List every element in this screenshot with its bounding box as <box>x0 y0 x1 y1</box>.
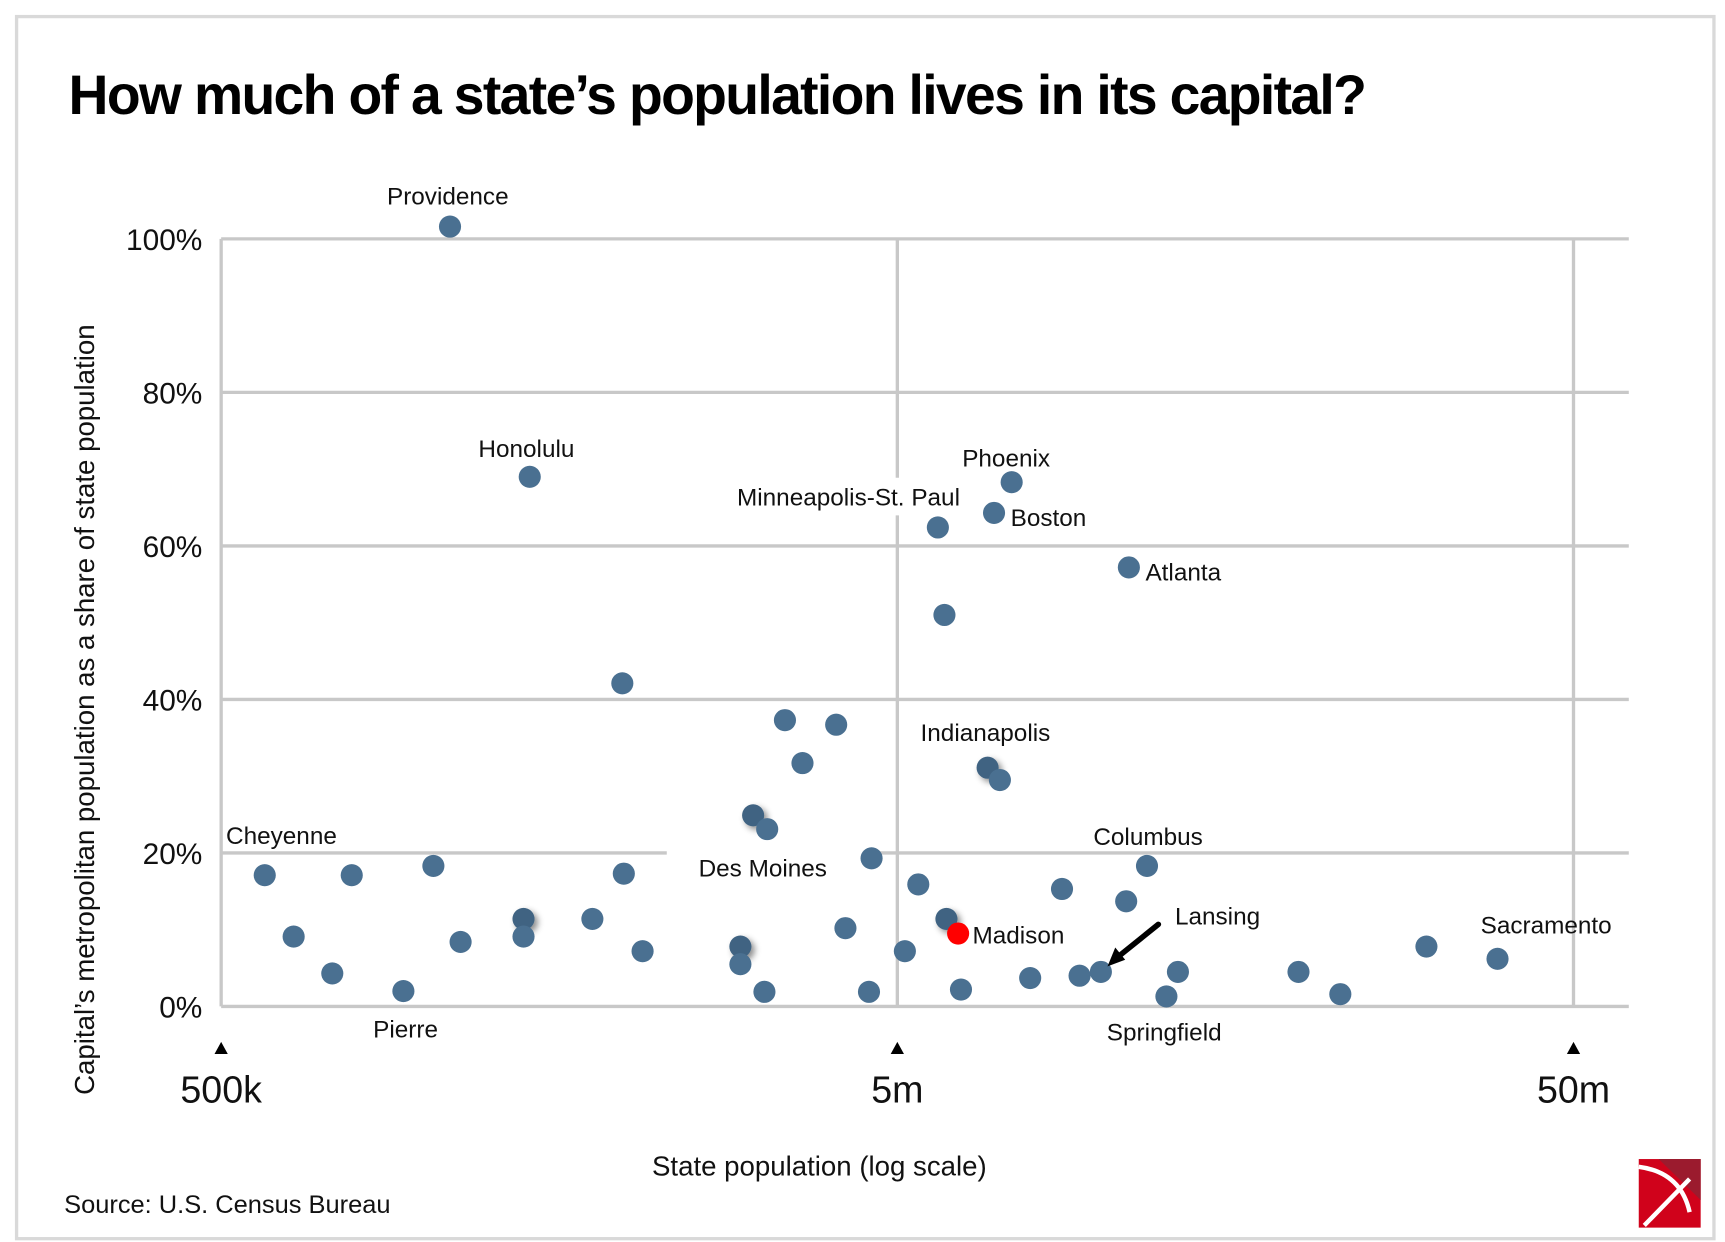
x-tick-marker <box>890 1041 904 1054</box>
data-point <box>1415 935 1438 958</box>
data-point <box>860 847 883 870</box>
data-point <box>742 804 765 827</box>
data-point <box>512 925 535 948</box>
x-tick-labels: 500k 5m 50m <box>180 1041 1610 1111</box>
point-labels: Providence Honolulu Minneapolis-St. Paul Bo… <box>226 183 1612 1046</box>
y-tick-label: 0% <box>159 991 202 1024</box>
data-point <box>857 980 881 1003</box>
x-tick-label: 5m <box>871 1069 923 1111</box>
point-label: Cheyenne <box>226 823 337 850</box>
data-point-highlight <box>947 922 970 945</box>
data-point <box>1329 983 1352 1006</box>
data-point <box>612 862 635 885</box>
point-label: Providence <box>387 183 509 210</box>
data-point <box>1000 471 1023 494</box>
x-tick-label: 500k <box>180 1069 262 1111</box>
data-point <box>611 672 634 695</box>
arrow-line <box>1115 921 1162 960</box>
data-point <box>1050 877 1074 901</box>
data-point <box>753 980 776 1003</box>
point-label: Columbus <box>1093 824 1202 851</box>
data-point <box>988 768 1011 792</box>
data-point <box>581 907 604 930</box>
y-tick-label: 20% <box>143 838 203 871</box>
data-point <box>422 854 445 878</box>
data-points <box>253 215 1509 1008</box>
x-tick-label: 50m <box>1537 1069 1610 1111</box>
data-point <box>1115 890 1138 913</box>
y-axis-label: Capital’s metropolitan population as a s… <box>69 324 100 1095</box>
data-point <box>392 980 415 1003</box>
point-label: Boston <box>1011 505 1087 532</box>
data-point <box>933 603 956 627</box>
gridlines <box>219 237 1629 1009</box>
data-point <box>791 752 814 775</box>
point-label: Madison <box>972 922 1064 949</box>
point-label: Pierre <box>373 1017 438 1044</box>
data-point <box>1166 960 1189 983</box>
data-point <box>1486 947 1509 970</box>
chart-title: How much of a state’s population lives i… <box>69 64 1366 126</box>
x-axis-label: State population (log scale) <box>652 1151 987 1182</box>
data-point <box>253 864 276 887</box>
data-point <box>756 818 779 841</box>
data-point <box>1068 964 1091 987</box>
y-tick-labels: 0% 20% 40% 60% 80% 100% <box>126 224 202 1025</box>
data-point <box>512 907 535 930</box>
data-point <box>729 935 752 958</box>
point-label: Phoenix <box>962 446 1050 473</box>
data-point <box>321 962 344 985</box>
data-point <box>282 925 305 948</box>
data-point <box>518 465 541 488</box>
y-tick-label: 80% <box>143 377 203 410</box>
data-point <box>949 978 973 1001</box>
point-label: Springfield <box>1107 1020 1222 1047</box>
x-tick-marker <box>214 1041 228 1054</box>
data-point <box>1117 556 1140 579</box>
data-point <box>907 873 930 896</box>
data-point <box>449 930 472 954</box>
point-label: Sacramento <box>1481 912 1612 939</box>
data-point <box>1287 960 1310 983</box>
data-point <box>982 501 1006 524</box>
y-tick-label: 60% <box>143 531 203 564</box>
data-point <box>1155 985 1178 1008</box>
point-label: Honolulu <box>478 436 574 463</box>
chart-frame <box>14 14 1716 1241</box>
point-label: Atlanta <box>1145 560 1221 587</box>
data-point <box>1019 966 1042 990</box>
x-tick-marker <box>1566 1041 1581 1054</box>
data-point <box>1089 960 1112 983</box>
data-point <box>926 516 949 539</box>
logo-icon <box>1638 1159 1701 1228</box>
point-label: Des Moines <box>699 856 827 883</box>
source-note: Source: U.S. Census Bureau <box>64 1191 390 1219</box>
data-point <box>1135 854 1159 878</box>
data-point <box>340 864 363 887</box>
data-point <box>825 713 848 736</box>
data-point <box>438 215 462 238</box>
point-label: Minneapolis-St. Paul <box>737 484 960 511</box>
point-label: Indianapolis <box>921 720 1051 747</box>
data-point <box>773 709 796 732</box>
point-label: Lansing <box>1175 903 1260 930</box>
y-tick-label: 100% <box>126 224 202 257</box>
data-point <box>893 940 916 963</box>
data-point <box>631 940 654 963</box>
arrow-head-icon <box>1107 947 1126 967</box>
data-point <box>834 917 857 940</box>
data-point <box>729 953 752 976</box>
y-tick-label: 40% <box>143 684 203 717</box>
